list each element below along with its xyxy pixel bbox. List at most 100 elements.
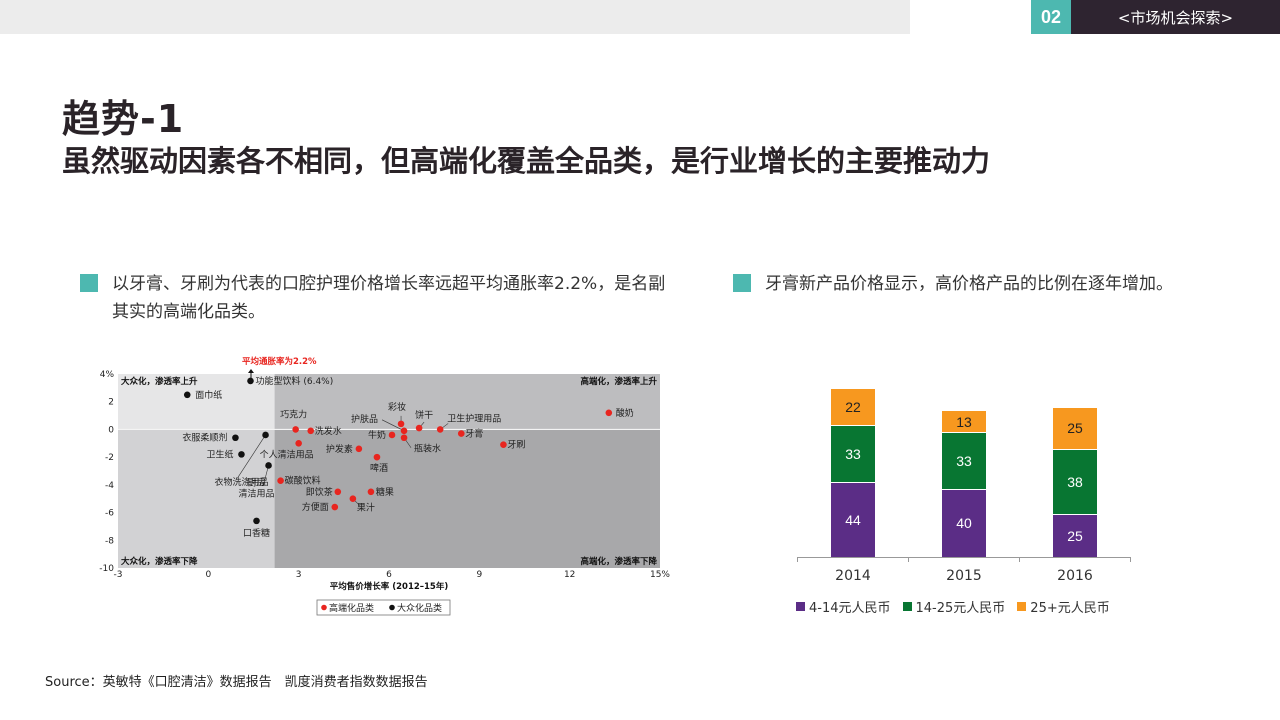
svg-text:大众化品类: 大众化品类 (397, 602, 442, 614)
x-label: 2015 (946, 568, 982, 584)
x-axis (797, 557, 1130, 558)
svg-text:即饮茶: 即饮茶 (306, 486, 333, 498)
data-point (334, 488, 342, 496)
svg-text:-4: -4 (105, 481, 114, 491)
svg-text:高端化品类: 高端化品类 (329, 602, 374, 614)
data-point (295, 439, 302, 447)
svg-text:饼干: 饼干 (415, 409, 433, 421)
svg-text:衣服柔顺剂: 衣服柔顺剂 (182, 432, 227, 444)
data-point (355, 445, 363, 453)
svg-text:大众化，渗透率下降: 大众化，渗透率下降 (121, 556, 198, 567)
svg-text:3: 3 (296, 570, 302, 580)
bar-segment: 38 (1053, 449, 1097, 515)
svg-text:0: 0 (205, 570, 211, 580)
bar-segment: 33 (831, 425, 875, 482)
source-note: Source：英敏特《口腔清洁》数据报告 凯度消费者指数数据报告 (45, 675, 428, 690)
svg-text:-2: -2 (105, 453, 114, 463)
x-label: 2016 (1057, 568, 1093, 584)
data-point (397, 420, 405, 428)
section-title: <市场机会探索> (1071, 0, 1280, 34)
svg-text:平均通胀率为2.2%: 平均通胀率为2.2% (242, 356, 317, 367)
data-point (265, 462, 272, 469)
svg-text:12: 12 (564, 570, 575, 580)
svg-text:高端化，渗透率上升: 高端化，渗透率上升 (580, 376, 657, 387)
data-point (292, 426, 299, 433)
bullet-square-icon (80, 274, 98, 292)
svg-text:-3: -3 (114, 570, 123, 580)
top-bar (0, 0, 910, 34)
stacked-bar-chart: 44 33 22 40 33 13 25 38 25 2014 2015 2016 4-14元人… (790, 375, 1140, 616)
legend-item: 25+元人民币 (1017, 597, 1110, 616)
svg-text:衣物洗涤用品: 衣物洗涤用品 (215, 476, 269, 488)
svg-text:彩妆: 彩妆 (388, 401, 406, 413)
data-point (415, 424, 423, 432)
svg-text:面巾纸: 面巾纸 (195, 389, 222, 401)
x-label: 2014 (835, 568, 871, 584)
data-point (247, 377, 254, 385)
svg-text:牙刷: 牙刷 (507, 440, 525, 451)
bullet-text: 以牙膏、牙刷为代表的口腔护理价格增长率远超平均通胀率2.2%，是名副其实的高端化… (112, 274, 666, 322)
svg-text:卫生纸: 卫生纸 (206, 448, 233, 460)
bar-segment: 44 (831, 481, 875, 557)
svg-text:口香糖: 口香糖 (243, 527, 270, 539)
data-point (436, 426, 444, 433)
data-point (277, 477, 284, 484)
scatter-chart: 4% 2 0 -2 -4 -6 -8 -10 -3 0 3 6 9 12 15% 平均售价增长率 (2012–… (95, 350, 675, 620)
bar-segment: 25 (1053, 406, 1097, 450)
svg-text:大众化，渗透率上升: 大众化，渗透率上升 (121, 376, 198, 387)
data-point (183, 391, 191, 399)
svg-text:高端化，渗透率下降: 高端化，渗透率下降 (580, 556, 657, 567)
page-subtitle: 虽然驱动因素各不相同，但高端化覆盖全品类，是行业增长的主要推动力 (62, 144, 991, 178)
bar-segment: 13 (942, 409, 986, 433)
svg-text:护肤品: 护肤品 (351, 413, 378, 425)
svg-text:2: 2 (108, 398, 114, 408)
data-point (331, 503, 339, 511)
data-point (605, 409, 613, 417)
bar-segment: 40 (942, 488, 986, 557)
svg-text:方便面: 方便面 (302, 501, 329, 513)
data-point (373, 453, 381, 461)
svg-text:0: 0 (108, 425, 114, 435)
svg-text:酸奶: 酸奶 (616, 407, 634, 419)
svg-text:牙膏: 牙膏 (465, 428, 483, 440)
svg-text:-8: -8 (105, 536, 114, 546)
svg-text:清洁用品: 清洁用品 (239, 487, 275, 499)
bar-2014: 44 33 22 (831, 387, 875, 557)
legend-item: 14-25元人民币 (902, 597, 1005, 616)
svg-text:-10: -10 (99, 564, 114, 574)
bullet-text: 牙膏新产品价格显示，高价格产品的比例在逐年增加。 (765, 274, 1173, 294)
data-point (367, 488, 375, 496)
svg-text:瓶装水: 瓶装水 (414, 443, 441, 455)
svg-text:糖果: 糖果 (376, 486, 394, 498)
svg-text:啤酒: 啤酒 (370, 462, 388, 474)
svg-text:卫生护理用品: 卫生护理用品 (447, 412, 501, 424)
svg-text:6: 6 (386, 570, 392, 580)
bullet-left: 以牙膏、牙刷为代表的口腔护理价格增长率远超平均通胀率2.2%，是名副其实的高端化… (80, 270, 680, 326)
bar-2015: 40 33 13 (942, 409, 986, 557)
svg-text:15%: 15% (650, 570, 670, 580)
bar-segment: 25 (1053, 514, 1097, 557)
data-point (349, 495, 357, 503)
data-point (238, 451, 245, 458)
data-point (500, 441, 507, 448)
legend-item: 4-14元人民币 (796, 597, 891, 616)
svg-text:洗发水: 洗发水 (315, 425, 342, 437)
data-point (400, 434, 408, 442)
bullet-right: 牙膏新产品价格显示，高价格产品的比例在逐年增加。 (733, 270, 1173, 298)
data-point (400, 427, 408, 435)
data-point (388, 431, 396, 439)
svg-text:碳酸饮料: 碳酸饮料 (285, 475, 321, 487)
svg-text:果汁: 果汁 (357, 502, 375, 514)
bar-segment: 22 (831, 387, 875, 426)
data-point (262, 431, 269, 439)
scatter-plot: 4% 2 0 -2 -4 -6 -8 -10-3 0 3 6 9 12 15% 平均售价增长率 (2012–… (99, 356, 670, 616)
bullet-square-icon (733, 274, 751, 292)
svg-text:功能型饮料 (6.4%): 功能型饮料 (6.4%) (255, 375, 333, 387)
bar-segment: 33 (942, 432, 986, 489)
data-point (307, 427, 315, 435)
page-title: 趋势-1 (62, 97, 185, 141)
svg-text:护发素: 护发素 (326, 443, 353, 455)
svg-text:-6: -6 (105, 509, 114, 519)
svg-text:厨房: 厨房 (248, 476, 266, 488)
data-point (457, 430, 465, 437)
